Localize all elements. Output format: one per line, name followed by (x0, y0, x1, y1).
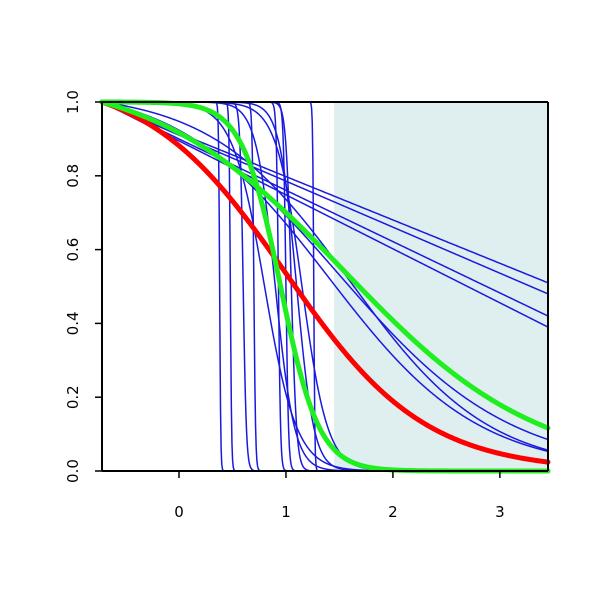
y-tick-label: 0.6 (64, 238, 82, 262)
series-line-blue-14 (101, 101, 549, 317)
y-tick-label: 0.8 (64, 164, 82, 188)
axes-layer: 0 1 2 3 0.0 0.2 0.4 0.6 0.8 1.0 (64, 90, 549, 521)
x-tick-label: 3 (495, 503, 505, 521)
series-line-blue-18 (101, 101, 549, 451)
y-tick-label: 0.0 (64, 459, 82, 483)
x-tick-label: 2 (388, 503, 398, 521)
series-line-red-20 (99, 99, 551, 465)
x-tick-label: 0 (174, 503, 184, 521)
x-tick-label: 1 (281, 503, 291, 521)
y-tick-label: 0.4 (64, 311, 82, 335)
series-line-green-21 (99, 99, 551, 431)
y-tick-label: 0.2 (64, 385, 82, 409)
series-line-blue-15 (101, 101, 549, 328)
y-tick-label: 1.0 (64, 90, 82, 114)
